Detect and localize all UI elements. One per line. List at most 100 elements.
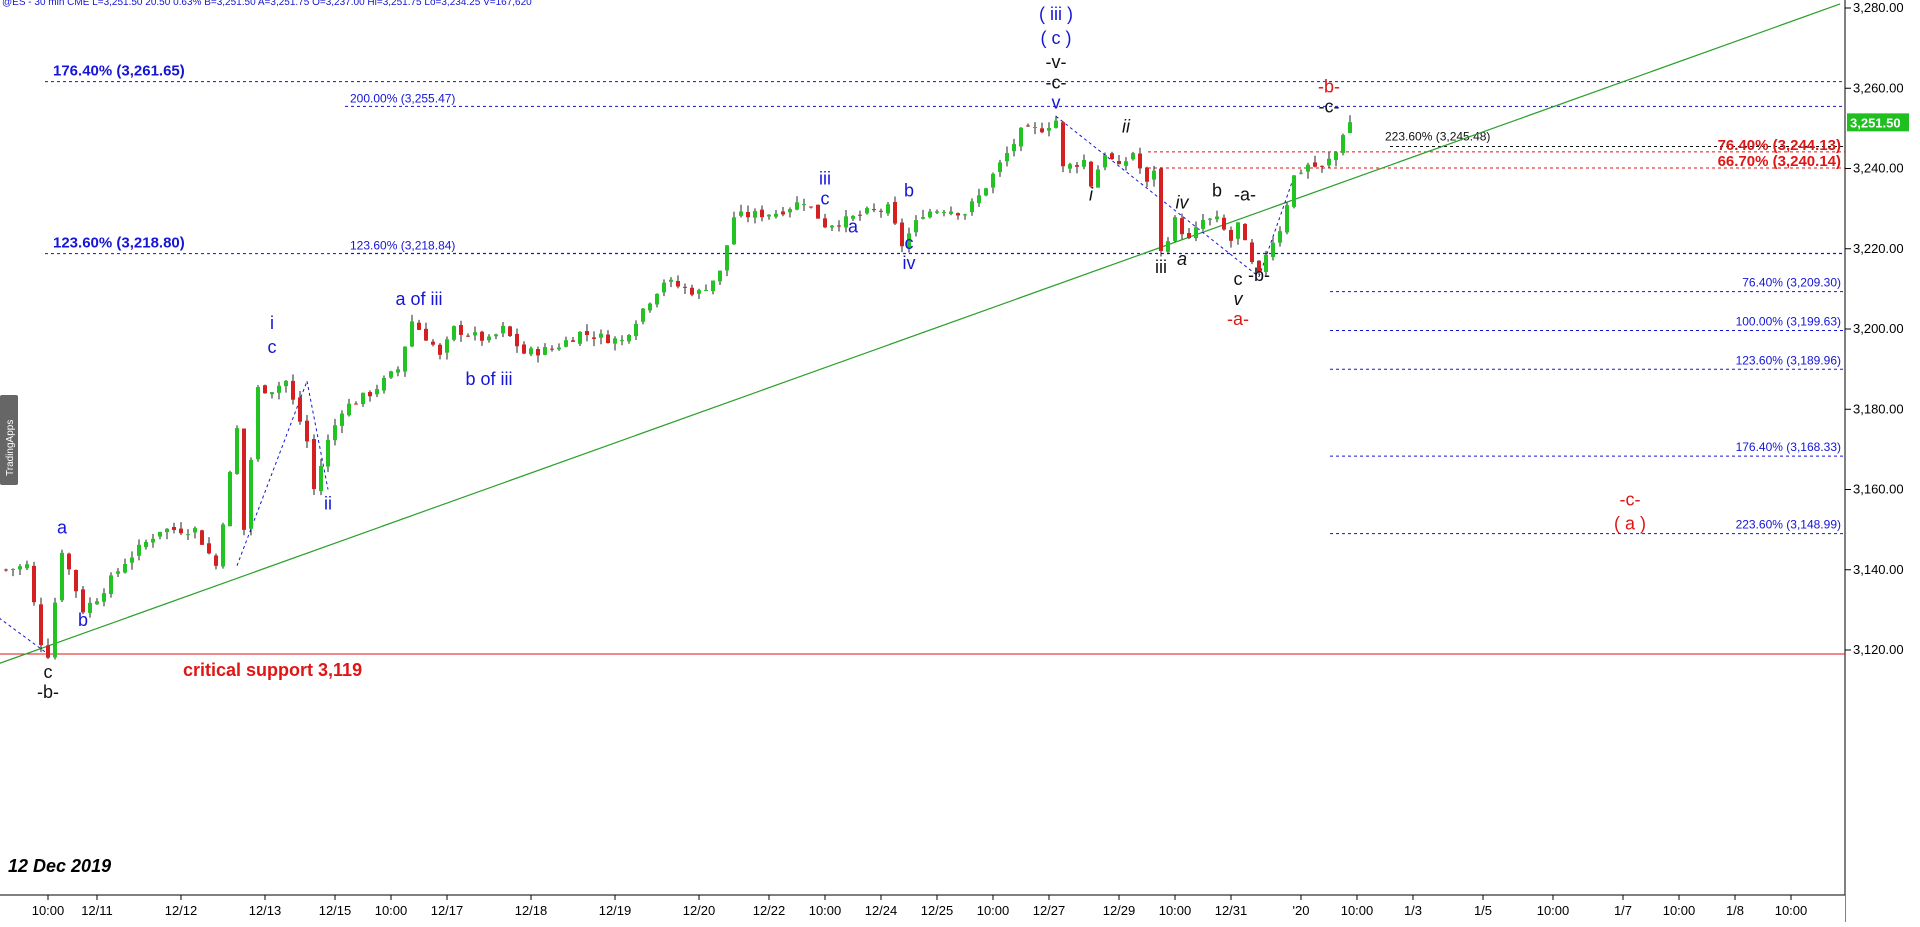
wave-label: b bbox=[78, 610, 88, 630]
candle-body bbox=[123, 563, 127, 573]
x-tick-label: 10:00 bbox=[1775, 903, 1808, 918]
candle-body bbox=[767, 214, 771, 217]
candle-body bbox=[368, 392, 372, 397]
candle-body bbox=[991, 173, 995, 188]
fibonacci-layer: 176.40% (3,261.65) 200.00% (3,255.47) 223.… bbox=[45, 63, 1845, 535]
candle-body bbox=[1271, 242, 1275, 257]
wave-label: c bbox=[1234, 269, 1243, 289]
x-tick-label: 10:00 bbox=[1159, 903, 1192, 918]
time-axis-panel[interactable] bbox=[0, 895, 1845, 922]
wave-label: b bbox=[1212, 181, 1222, 201]
candle-body bbox=[893, 201, 897, 224]
x-tick-label: 12/25 bbox=[921, 903, 954, 918]
candle-body bbox=[214, 555, 218, 566]
candle-body bbox=[1166, 241, 1170, 252]
candle-body bbox=[4, 569, 8, 571]
candle-body bbox=[515, 333, 519, 347]
candle-body bbox=[459, 325, 463, 335]
candle-body bbox=[1096, 169, 1100, 188]
candle-body bbox=[249, 459, 253, 529]
wave-label: -c- bbox=[1620, 490, 1641, 510]
candle-body bbox=[305, 420, 309, 442]
candle-body bbox=[1012, 144, 1016, 152]
candle-body bbox=[578, 331, 582, 344]
x-tick-label: 10:00 bbox=[977, 903, 1010, 918]
candle-body bbox=[592, 337, 596, 339]
wave-label: -c- bbox=[1046, 72, 1067, 92]
candle-body bbox=[165, 528, 169, 533]
candle-body bbox=[956, 213, 960, 216]
candle-body bbox=[333, 425, 337, 441]
fib-level-label: 76.40% (3,209.30) bbox=[1742, 276, 1841, 290]
candle-body bbox=[375, 389, 379, 395]
wave-label: c bbox=[268, 337, 277, 357]
fib-level-label: 66.70% (3,240.14) bbox=[1718, 153, 1841, 170]
x-tick-label: 12/13 bbox=[249, 903, 282, 918]
wave-connector bbox=[1055, 115, 1260, 278]
candle-body bbox=[1306, 164, 1310, 172]
candle-body bbox=[1201, 220, 1205, 229]
candle-body bbox=[39, 604, 43, 646]
candle-body bbox=[718, 270, 722, 282]
x-tick-label: 12/31 bbox=[1215, 903, 1248, 918]
candle-body bbox=[60, 552, 64, 601]
candle-body bbox=[571, 340, 575, 342]
candle-body bbox=[1236, 222, 1240, 239]
candle-body bbox=[1173, 217, 1177, 241]
candle-body bbox=[1257, 260, 1261, 273]
candle-body bbox=[1334, 152, 1338, 161]
candle-body bbox=[242, 428, 246, 530]
candle-body bbox=[480, 331, 484, 341]
wave-label: -b- bbox=[1318, 76, 1340, 96]
candle-body bbox=[389, 371, 393, 378]
candle-body bbox=[179, 528, 183, 534]
side-tab-background[interactable] bbox=[0, 395, 18, 485]
candle-body bbox=[256, 387, 260, 460]
candle-body bbox=[95, 601, 99, 605]
candle-body bbox=[781, 211, 785, 215]
candle-body bbox=[1068, 164, 1072, 169]
candle-body bbox=[67, 553, 71, 570]
candle-body bbox=[53, 602, 57, 658]
date-label: 12 Dec 2019 bbox=[8, 856, 111, 876]
candle-body bbox=[284, 380, 288, 387]
wave-label: i bbox=[1089, 185, 1094, 205]
candle-body bbox=[130, 557, 134, 563]
candle-body bbox=[158, 531, 162, 537]
x-tick-label: 1/8 bbox=[1726, 903, 1744, 918]
wave-label: ii bbox=[1122, 116, 1131, 136]
candle-body bbox=[858, 214, 862, 216]
candle-body bbox=[319, 466, 323, 492]
candle-body bbox=[641, 308, 645, 322]
wave-label: iv bbox=[903, 253, 916, 273]
trading-apps-tab[interactable]: TradingApps bbox=[0, 395, 18, 485]
fib-level-label: 123.60% (3,189.96) bbox=[1736, 353, 1841, 367]
price-axis-panel[interactable] bbox=[1845, 0, 1920, 922]
candle-body bbox=[963, 214, 967, 216]
x-tick-label: 10:00 bbox=[32, 903, 65, 918]
candle-body bbox=[431, 341, 435, 345]
candle-body bbox=[557, 347, 561, 350]
candle-body bbox=[746, 212, 750, 218]
candle-body bbox=[1131, 153, 1135, 160]
candle-body bbox=[1299, 172, 1303, 174]
wave-label: ii bbox=[324, 494, 332, 514]
candle-body bbox=[403, 346, 407, 372]
trendline-layer bbox=[0, 3, 1841, 664]
wave-label: -a- bbox=[1227, 309, 1249, 329]
candle-body bbox=[1110, 153, 1114, 159]
candle-body bbox=[886, 204, 890, 214]
candle-body bbox=[655, 293, 659, 305]
candle-body bbox=[620, 340, 624, 342]
candle-body bbox=[1215, 216, 1219, 220]
x-tick-label: 10:00 bbox=[1537, 903, 1570, 918]
candle-body bbox=[1040, 128, 1044, 133]
candle-body bbox=[935, 211, 939, 213]
candle-body bbox=[1061, 122, 1065, 167]
candle-body bbox=[1313, 162, 1317, 167]
candle-body bbox=[151, 538, 155, 543]
candle-body bbox=[1033, 126, 1037, 128]
